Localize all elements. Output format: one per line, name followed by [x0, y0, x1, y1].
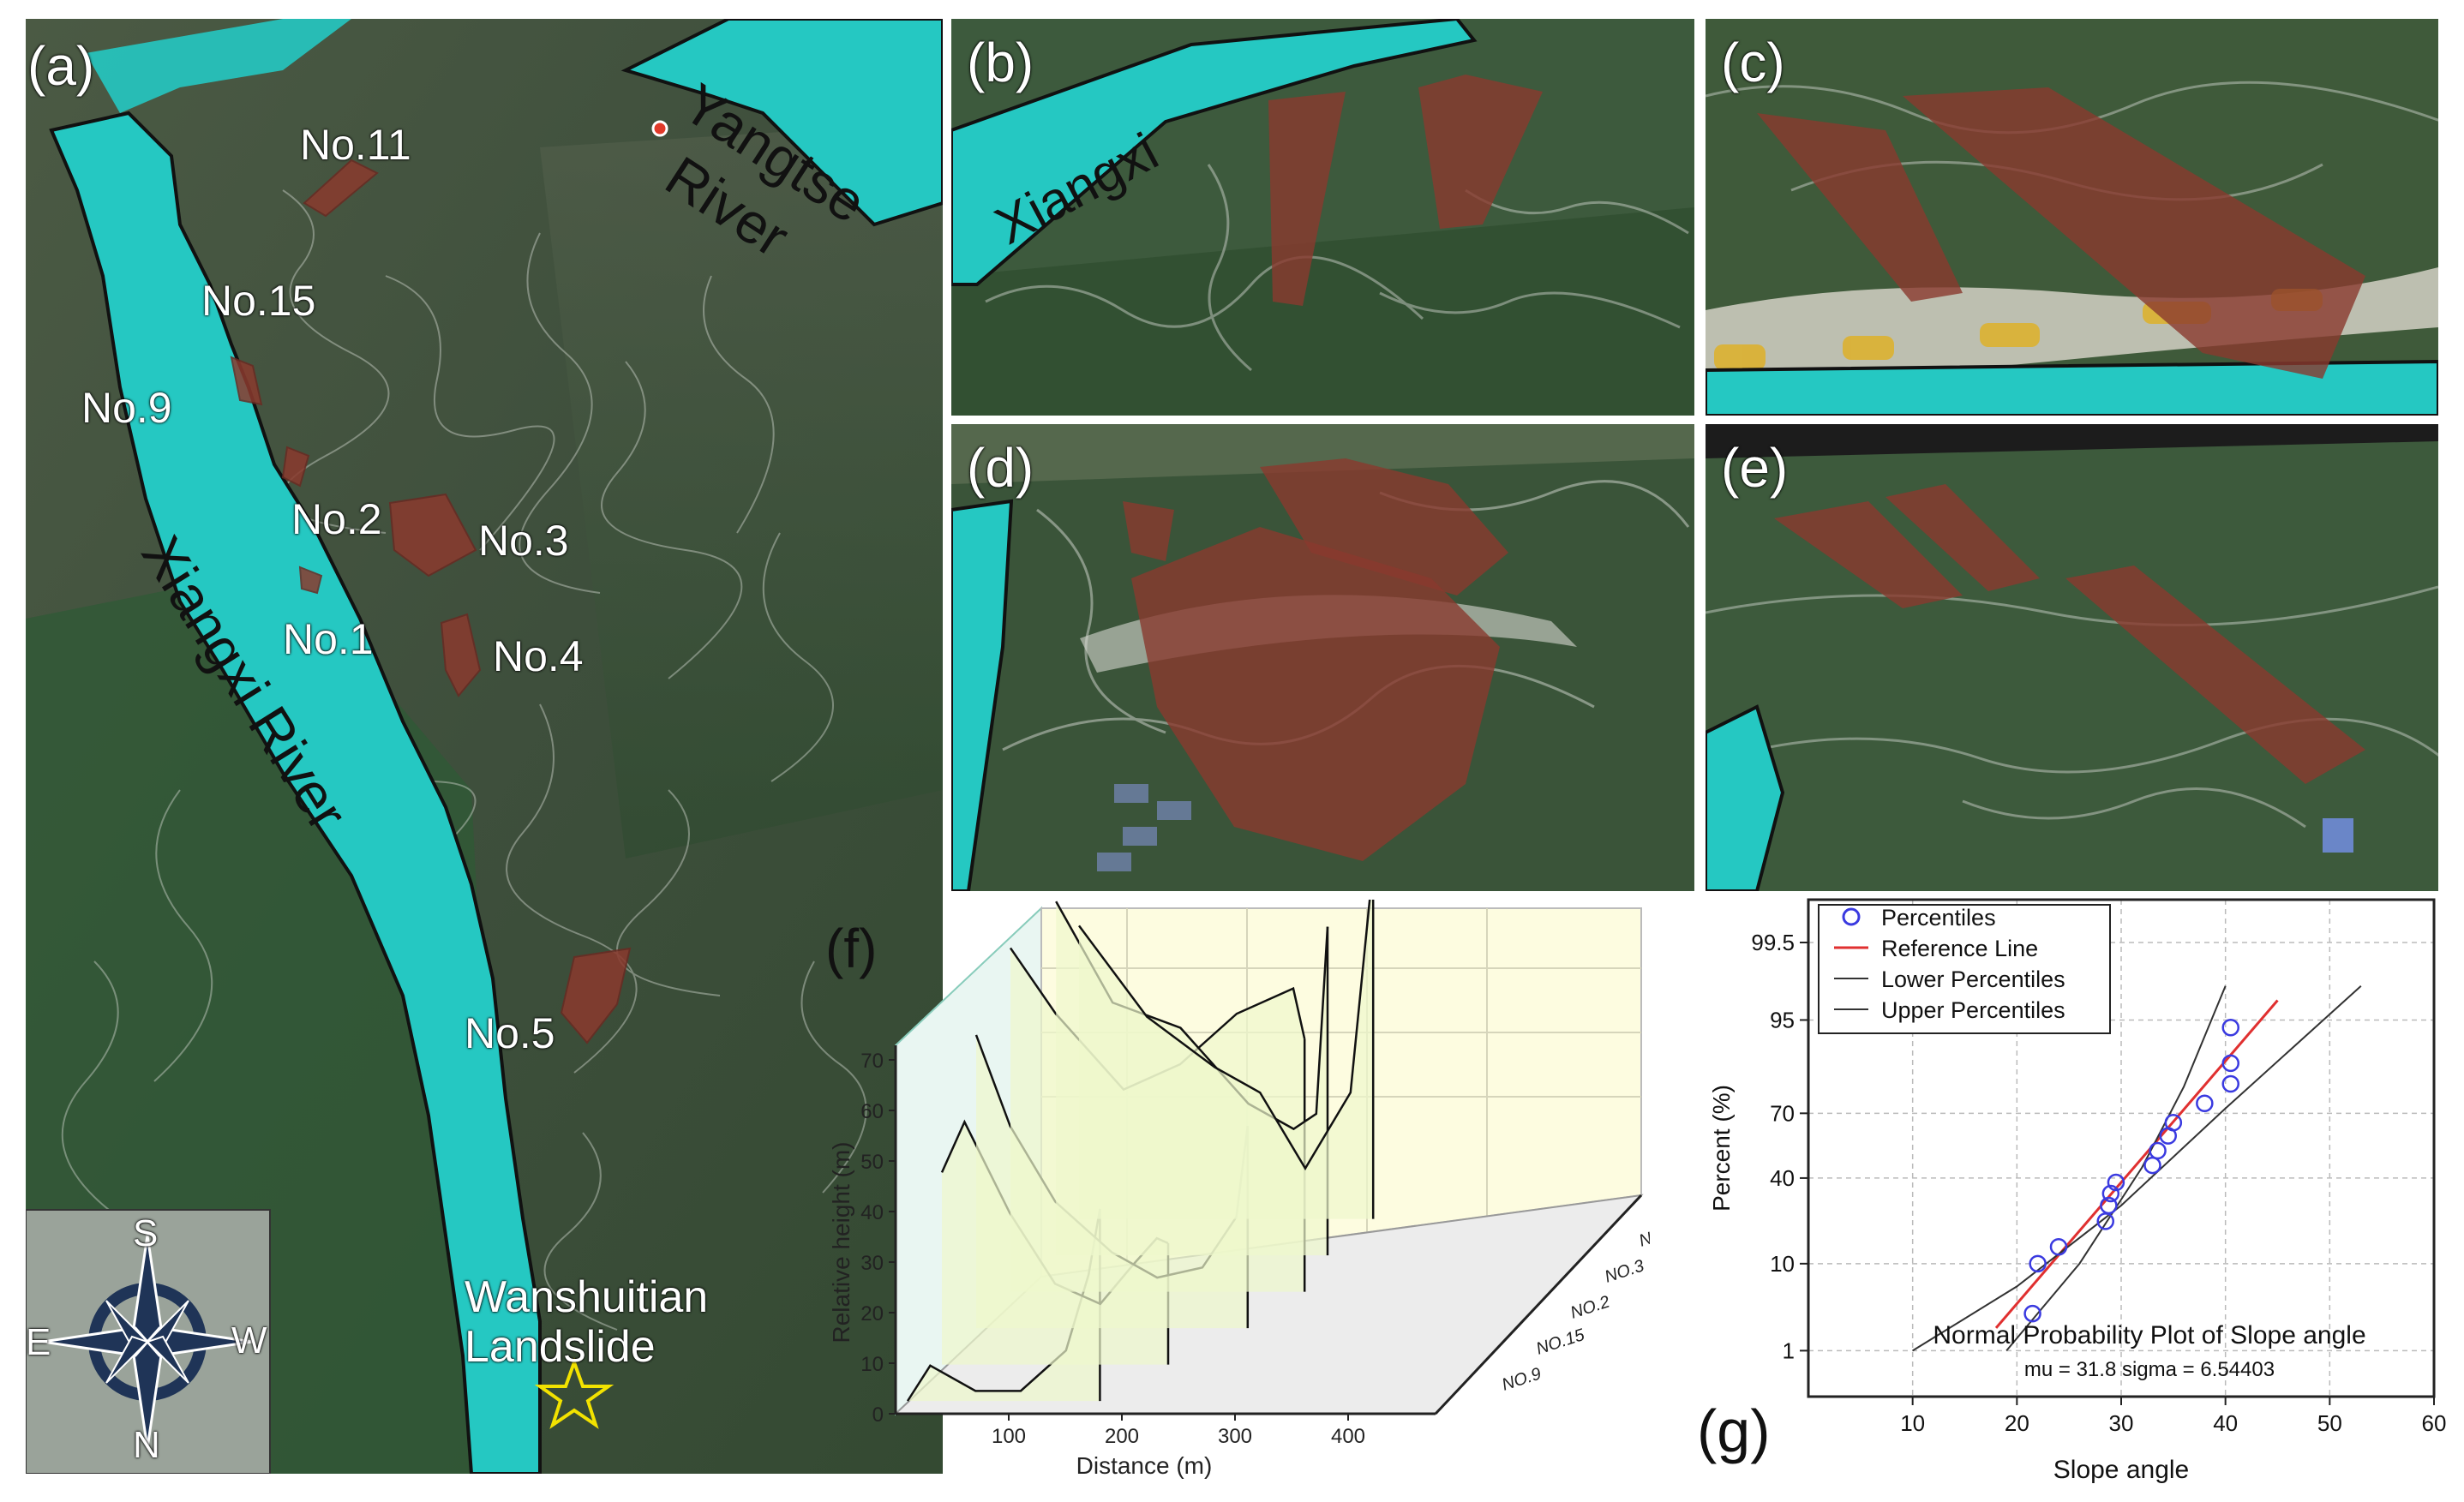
f-depth-label: NO.2 — [1568, 1292, 1612, 1322]
panel-g-label: (g) — [1697, 1397, 1771, 1464]
star-marker-icon — [534, 1357, 615, 1429]
panel-f-label: (f) — [825, 918, 878, 979]
compass-rose — [26, 1209, 271, 1474]
g-point — [2149, 1141, 2167, 1160]
g-xtick-label: 30 — [2109, 1410, 2134, 1436]
f-profile-fill — [908, 1208, 1100, 1402]
panel-c-photo: (c) — [1706, 19, 2438, 416]
g-xlabel: Slope angle — [2053, 1456, 2189, 1484]
f-depth-label: NO.3 — [1603, 1256, 1646, 1286]
f-ytick-label: 50 — [860, 1151, 884, 1174]
g-ylabel: Percent (%) — [1708, 1085, 1735, 1212]
site-label-line2: Landslide — [465, 1322, 656, 1372]
g-point — [2221, 1074, 2239, 1093]
panel-e-label: (e) — [1721, 437, 1789, 499]
g-point — [2100, 1196, 2118, 1215]
landslide-label-no4: No.4 — [493, 632, 584, 680]
f-xlabel: Distance (m) — [1076, 1452, 1213, 1479]
g-line — [2005, 985, 2227, 1352]
f-ylabel: Relative height (m) — [828, 1142, 854, 1343]
f-profile-line — [1077, 900, 1371, 1171]
legend-percentiles: Percentiles — [1881, 905, 1996, 931]
site-label-line1: Wanshuitian — [465, 1272, 709, 1322]
panel-a-map: (a) Yangtse River Xiangxi River No.11 No… — [26, 19, 943, 1474]
legend-lower: Lower Percentiles — [1881, 966, 2065, 992]
panel-a-label: (a) — [27, 35, 95, 97]
map-a-image — [26, 19, 943, 1474]
panel-e-photo: (e) — [1706, 424, 2438, 891]
legend-percentiles-marker — [1842, 907, 1861, 926]
f-ytick-label: 30 — [860, 1252, 884, 1275]
probability-plot: 99.5 95 70 40 10 1 10 20 30 40 50 60 Percentiles R… — [1708, 898, 2447, 1484]
f-ytick-label: 10 — [860, 1353, 884, 1376]
landslide-label-no1: No.1 — [283, 615, 374, 663]
f-xtick-label: 100 — [992, 1425, 1026, 1448]
g-stats: mu = 31.8 sigma = 6.54403 — [2024, 1358, 2275, 1381]
g-xtick-label: 10 — [1900, 1410, 1925, 1436]
panel-b-label: (b) — [967, 32, 1034, 93]
panel-d-label: (d) — [967, 437, 1034, 499]
f-xtick-label: 400 — [1331, 1425, 1365, 1448]
landslide-label-no9: No.9 — [81, 384, 172, 432]
f-ytick-label: 0 — [872, 1403, 884, 1427]
g-ytick-label: 40 — [1770, 1165, 1795, 1191]
f-ytick-label: 60 — [860, 1100, 884, 1123]
g-xtick-label: 20 — [2005, 1410, 2029, 1436]
g-line — [1994, 999, 2279, 1329]
panel-c-label: (c) — [1721, 32, 1785, 93]
f-xtick-label: 300 — [1218, 1425, 1252, 1448]
f-depth-label: NO.4 — [1637, 1220, 1650, 1250]
g-point — [2029, 1254, 2047, 1273]
g-point — [2221, 1018, 2239, 1037]
g-point — [2107, 1173, 2125, 1192]
g-ytick-label: 1 — [1783, 1337, 1795, 1363]
g-ytick-label: 70 — [1770, 1100, 1795, 1126]
g-ytick-label: 10 — [1770, 1251, 1795, 1277]
f-ytick-label: 40 — [860, 1201, 884, 1224]
g-xtick-label: 40 — [2213, 1410, 2238, 1436]
landslide-label-no15: No.15 — [201, 277, 316, 325]
compass-n: N — [133, 1424, 160, 1466]
f-profile-fill — [1079, 900, 1374, 1219]
panel-b-photo: (b) Xiangxi — [951, 19, 1694, 416]
g-point — [2221, 1054, 2239, 1073]
panel-d-photo: (d) — [951, 424, 1694, 891]
landslide-label-no11: No.11 — [300, 121, 411, 169]
g-point — [2049, 1238, 2068, 1256]
panel-g-chart: 99.5 95 70 40 10 1 10 20 30 40 50 60 Percentiles R… — [1680, 891, 2451, 1491]
g-point — [2023, 1304, 2041, 1323]
landslide-label-no2: No.2 — [291, 495, 382, 543]
compass-w: W — [231, 1319, 267, 1361]
g-point — [2143, 1156, 2161, 1175]
g-ytick-label: 95 — [1770, 1007, 1795, 1032]
f-ytick-label: 70 — [860, 1050, 884, 1073]
compass-e: E — [26, 1321, 51, 1363]
f-depth-label: NO.15 — [1534, 1325, 1588, 1359]
g-point — [2164, 1113, 2183, 1132]
g-caption: Normal Probability Plot of Slope angle — [1933, 1321, 2365, 1349]
g-xtick-label: 50 — [2317, 1410, 2342, 1436]
f-depth-label: NO.9 — [1500, 1364, 1544, 1394]
compass-s: S — [133, 1212, 159, 1254]
g-xtick-label: 60 — [2422, 1410, 2447, 1436]
legend-reference: Reference Line — [1881, 936, 2038, 961]
g-point — [2196, 1094, 2214, 1113]
legend-upper: Upper Percentiles — [1881, 997, 2065, 1023]
g-ytick-label: 99.5 — [1751, 930, 1795, 955]
f-xtick-label: 200 — [1105, 1425, 1139, 1448]
g-point — [2101, 1184, 2120, 1203]
g-legend: Percentiles Reference Line Lower Percent… — [1818, 904, 2111, 1034]
g-line — [1912, 984, 2362, 1352]
landslide-label-no5: No.5 — [465, 1009, 555, 1057]
f-ytick-label: 20 — [860, 1302, 884, 1325]
landslide-label-no3: No.3 — [478, 517, 569, 565]
